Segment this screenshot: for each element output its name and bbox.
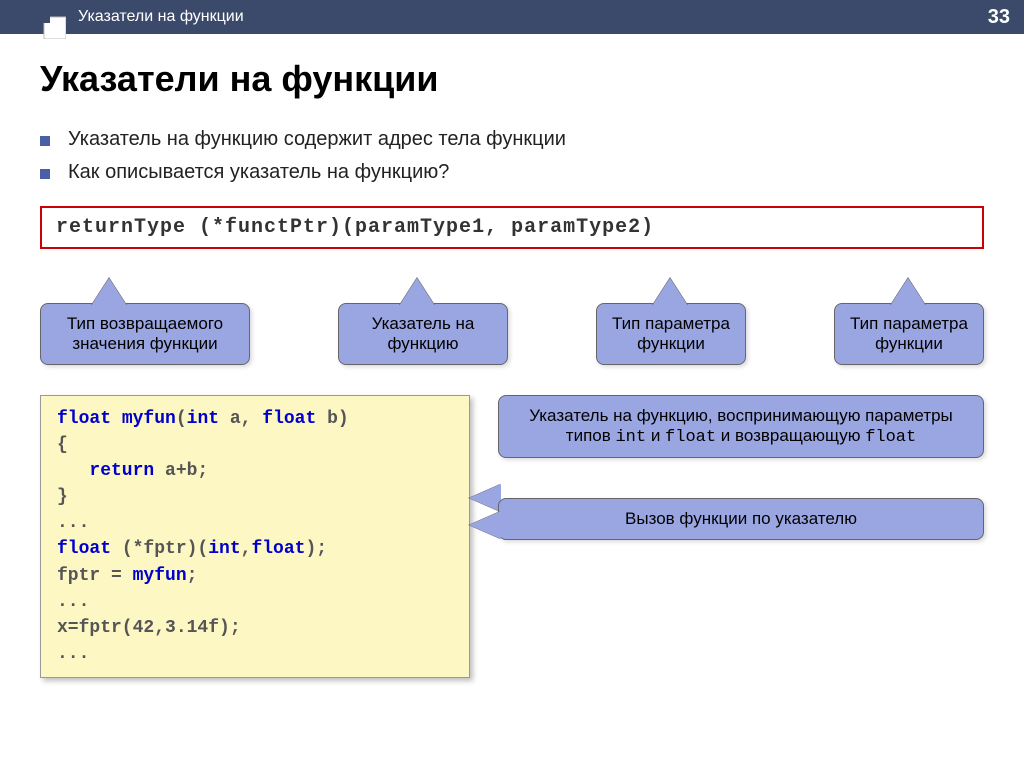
callout-param1: Тип параметра функции [596, 303, 746, 365]
bullet-list: Указатель на функцию содержит адрес тела… [40, 128, 984, 184]
top-callouts: Тип возвращаемого значения функции Указа… [40, 303, 984, 365]
callout-func-ptr: Указатель на функцию [338, 303, 508, 365]
syntax-box: returnType (*functPtr)(paramType1, param… [40, 206, 984, 249]
main-title: Указатели на функции [40, 58, 984, 100]
lower-section: float myfun(int a, float b) { return a+b… [40, 395, 984, 678]
callout-ptr-description: Указатель на функцию, воспринимающую пар… [498, 395, 984, 458]
bullet-item: Как описывается указатель на функцию? [40, 161, 984, 184]
callout-call-via-ptr: Вызов функции по указателю [498, 498, 984, 540]
slide-header: Указатели на функции 33 [0, 0, 1024, 34]
callout-return-type: Тип возвращаемого значения функции [40, 303, 250, 365]
header-title: Указатели на функции [78, 8, 988, 26]
callout-param2: Тип параметра функции [834, 303, 984, 365]
logo-icon [30, 3, 66, 44]
page-number: 33 [988, 6, 1024, 29]
code-example: float myfun(int a, float b) { return a+b… [40, 395, 470, 678]
bullet-item: Указатель на функцию содержит адрес тела… [40, 128, 984, 151]
right-callouts: Указатель на функцию, воспринимающую пар… [498, 395, 984, 540]
slide-body: Указатели на функции Указатель на функци… [0, 34, 1024, 688]
